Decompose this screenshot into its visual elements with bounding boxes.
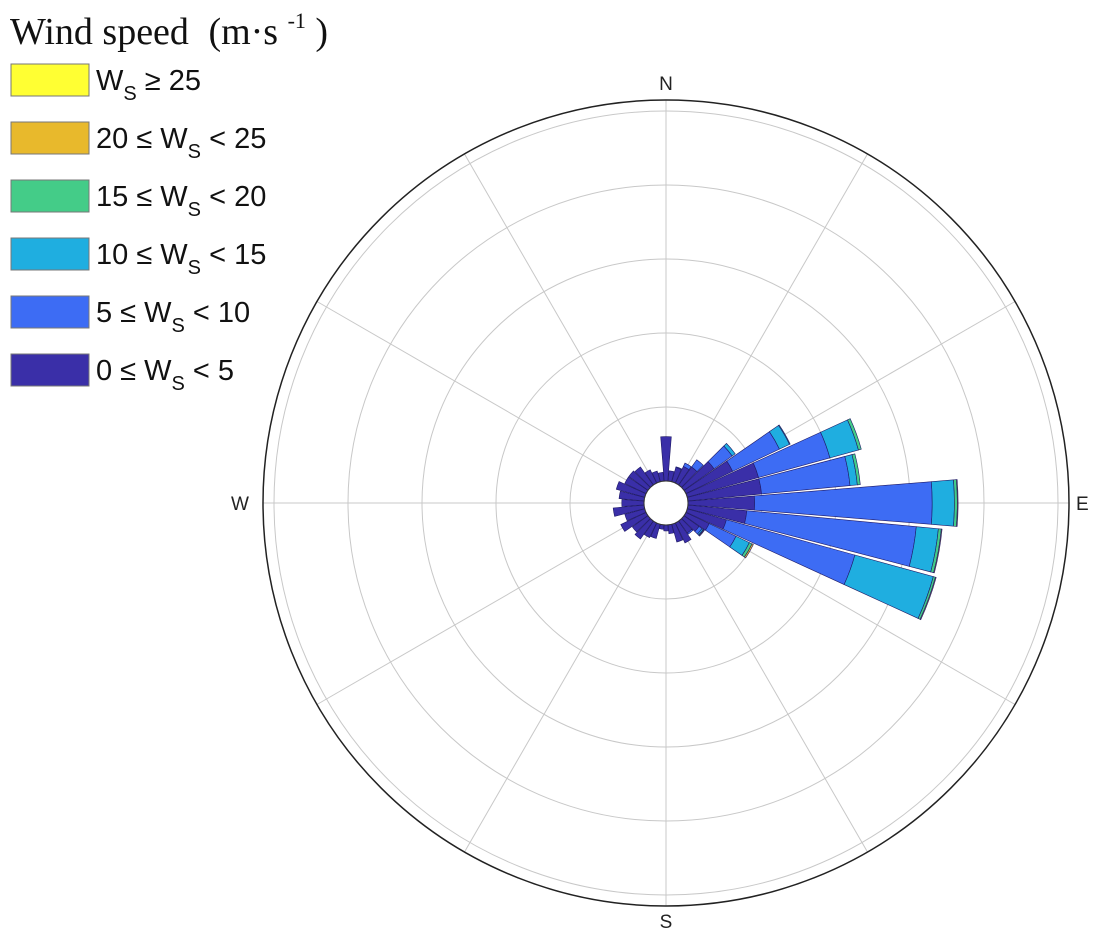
wind-sectors [612, 418, 959, 621]
sector-segment [723, 442, 736, 457]
sector-segment [698, 529, 705, 537]
sector-segment [847, 418, 862, 451]
legend-swatch [10, 237, 90, 271]
legend-title-unit-close: ) [315, 11, 328, 53]
legend-label: 5 ≤ WS < 10 [96, 297, 250, 337]
grid-spoke [464, 153, 667, 504]
legend-title-unit: (m·s [208, 11, 278, 53]
legend: WS ≥ 25 20 ≤ WS < 25 15 ≤ WS < 20 10 ≤ WS <… [10, 63, 266, 395]
sector-segment [691, 459, 704, 472]
legend-title: Wind speed (m·s -1 ) [10, 0, 328, 53]
legend-swatch [10, 179, 90, 213]
grid-spoke [464, 502, 667, 853]
sector-segment [931, 479, 955, 527]
grid-spoke [316, 502, 667, 705]
grid-spoke [665, 153, 868, 504]
sector-segment [851, 453, 861, 486]
legend-swatch [10, 63, 90, 97]
legend-label: 0 ≤ WS < 5 [96, 355, 234, 395]
grid-spoke [316, 301, 667, 504]
legend-label: 10 ≤ WS < 15 [96, 239, 266, 279]
sector-segment [675, 466, 683, 470]
legend-title-unit-exponent: -1 [288, 8, 306, 33]
legend-swatch [10, 295, 90, 329]
center-hole [643, 480, 689, 526]
sector-segment [956, 479, 959, 527]
direction-label-west: W [231, 494, 249, 515]
direction-label-south: S [660, 912, 673, 933]
sector-segment [686, 528, 694, 535]
grid-ring [273, 110, 1059, 896]
sector-segment [743, 543, 754, 559]
sector-segment [663, 524, 669, 532]
legend-swatch [10, 353, 90, 387]
direction-label-east: E [1076, 494, 1089, 515]
sector-segment [919, 576, 937, 621]
grid-ring [347, 184, 985, 822]
outer-boundary [262, 99, 1070, 907]
direction-label-north: N [659, 74, 673, 95]
legend-swatch [10, 121, 90, 155]
legend-label: 20 ≤ WS < 25 [96, 123, 266, 163]
sector-segment [682, 462, 692, 471]
grid-spoke [665, 502, 868, 853]
sector-segment [933, 528, 943, 574]
legend-label: WS ≥ 25 [96, 65, 201, 105]
sector-segment [778, 424, 791, 445]
legend-label: 15 ≤ WS < 20 [96, 181, 266, 221]
legend-title-main: Wind speed [10, 11, 189, 53]
